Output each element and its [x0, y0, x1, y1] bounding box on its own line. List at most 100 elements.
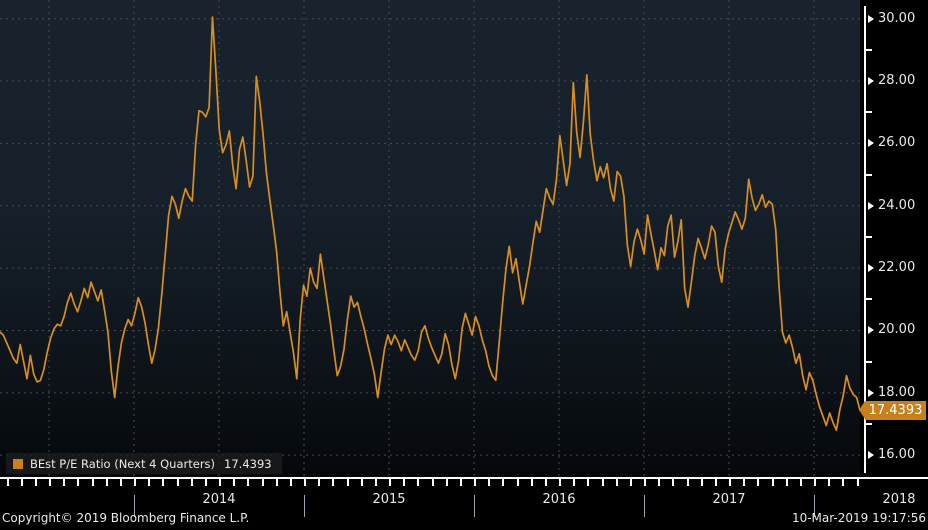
y-tick-minor — [866, 360, 872, 363]
x-tick-month — [757, 479, 760, 486]
y-axis-line — [864, 6, 866, 473]
x-axis-year-separator — [644, 495, 645, 517]
x-tick-month — [304, 479, 306, 486]
x-axis-year-separator — [474, 495, 475, 517]
x-tick-month — [559, 479, 561, 486]
x-tick-month — [49, 479, 51, 486]
x-tick-month — [743, 479, 746, 486]
x-tick-month — [530, 479, 533, 486]
x-tick-month — [105, 479, 108, 486]
y-axis-tick-label: 28.00 — [878, 73, 916, 89]
x-axis-line — [0, 477, 928, 479]
chart-plot-area — [0, 0, 860, 477]
vertical-gridlines — [48, 0, 815, 477]
x-axis-tick-label: 2017 — [712, 492, 746, 507]
x-tick-month — [799, 479, 802, 486]
y-axis-tick-label: 22.00 — [878, 260, 916, 276]
x-tick-month — [672, 479, 675, 486]
y-axis-tick-label: 20.00 — [878, 322, 916, 338]
y-tick-minor — [866, 298, 872, 301]
horizontal-gridlines — [0, 18, 860, 456]
x-tick-month — [148, 479, 151, 486]
x-tick-month — [544, 479, 547, 486]
x-tick-month — [417, 479, 420, 486]
x-axis-tick-label: 2016 — [542, 492, 576, 507]
x-tick-month — [814, 479, 816, 486]
x-tick-month — [403, 479, 406, 486]
x-tick-month — [615, 479, 618, 486]
y-axis-tick-label: 18.00 — [878, 384, 916, 400]
x-tick-month — [134, 479, 136, 486]
y-tick-minor — [866, 111, 872, 114]
x-axis-year-separator — [134, 495, 135, 517]
x-tick-month — [828, 479, 831, 486]
chart-svg — [0, 0, 860, 477]
x-tick-month — [374, 479, 377, 486]
x-tick-month — [247, 479, 250, 486]
y-tick-minor — [866, 423, 872, 425]
x-tick-month — [573, 479, 576, 486]
x-tick-month — [162, 479, 165, 486]
x-tick-month — [516, 479, 519, 486]
x-tick-month — [318, 479, 321, 486]
x-tick-month — [77, 479, 80, 486]
x-tick-month — [204, 479, 207, 486]
y-tick-arrow-icon — [868, 201, 874, 210]
x-tick-month — [785, 479, 788, 486]
y-axis: 16.00 18.00 20.00 22.00 24.00 26.00 28.00 30.00… — [859, 0, 928, 477]
copyright-text: Copyright© 2019 Bloomberg Finance L.P. — [2, 511, 250, 525]
x-tick-month — [119, 479, 122, 486]
legend-series-label: BEst P/E Ratio (Next 4 Quarters) — [30, 456, 216, 471]
x-axis-year-separator — [304, 495, 305, 517]
x-tick-month — [658, 479, 661, 486]
price-tag-pointer-icon — [859, 400, 865, 419]
legend-series-value: 17.4393 — [224, 456, 272, 471]
y-tick-arrow-icon — [868, 326, 874, 335]
x-tick-month — [219, 479, 221, 486]
x-tick-month — [729, 479, 731, 486]
x-tick-month — [856, 479, 859, 486]
y-tick-arrow-icon — [868, 388, 874, 397]
x-tick-month — [459, 479, 462, 486]
last-price-tag: 17.4393 — [859, 400, 926, 420]
y-tick-arrow-icon — [868, 451, 874, 460]
last-price-value: 17.4393 — [868, 402, 923, 418]
x-tick-month — [644, 479, 646, 486]
x-tick-month — [346, 479, 349, 486]
x-tick-month — [474, 479, 476, 486]
chart-legend[interactable]: BEst P/E Ratio (Next 4 Quarters) 17.4393 — [6, 453, 282, 474]
y-axis-tick-label: 30.00 — [878, 10, 916, 26]
x-axis-tick-label: 2018 — [882, 492, 916, 507]
x-tick-month — [389, 479, 391, 486]
x-tick-month — [502, 479, 505, 486]
x-tick-month — [686, 479, 689, 486]
x-tick-month — [63, 479, 66, 486]
y-tick-arrow-icon — [868, 14, 874, 23]
x-tick-month — [601, 479, 604, 486]
x-axis-tick-label: 2014 — [202, 492, 236, 507]
x-tick-month — [176, 479, 179, 486]
y-tick-arrow-icon — [868, 77, 874, 86]
y-tick-arrow-icon — [868, 264, 874, 273]
x-axis-year-separator — [814, 495, 815, 517]
x-tick-month — [332, 479, 335, 486]
x-tick-month — [488, 479, 491, 486]
x-tick-month — [629, 479, 632, 486]
y-tick-minor — [866, 173, 872, 176]
x-tick-month — [842, 479, 845, 486]
y-axis-tick-label: 24.00 — [878, 197, 916, 213]
timestamp-text: 10-Mar-2019 19:17:56 — [791, 511, 926, 525]
x-tick-month — [445, 479, 448, 486]
x-axis-tick-label: 2015 — [372, 492, 406, 507]
x-tick-month — [587, 479, 590, 486]
x-tick-month — [431, 479, 434, 486]
x-tick-month — [190, 479, 193, 486]
x-axis — [0, 477, 928, 530]
y-tick-minor — [866, 48, 872, 51]
y-axis-tick-label: 26.00 — [878, 135, 916, 151]
legend-color-swatch-icon — [13, 458, 23, 469]
y-axis-tick-label: 16.00 — [878, 447, 916, 463]
x-tick-month — [20, 479, 23, 486]
y-tick-arrow-icon — [868, 139, 874, 148]
